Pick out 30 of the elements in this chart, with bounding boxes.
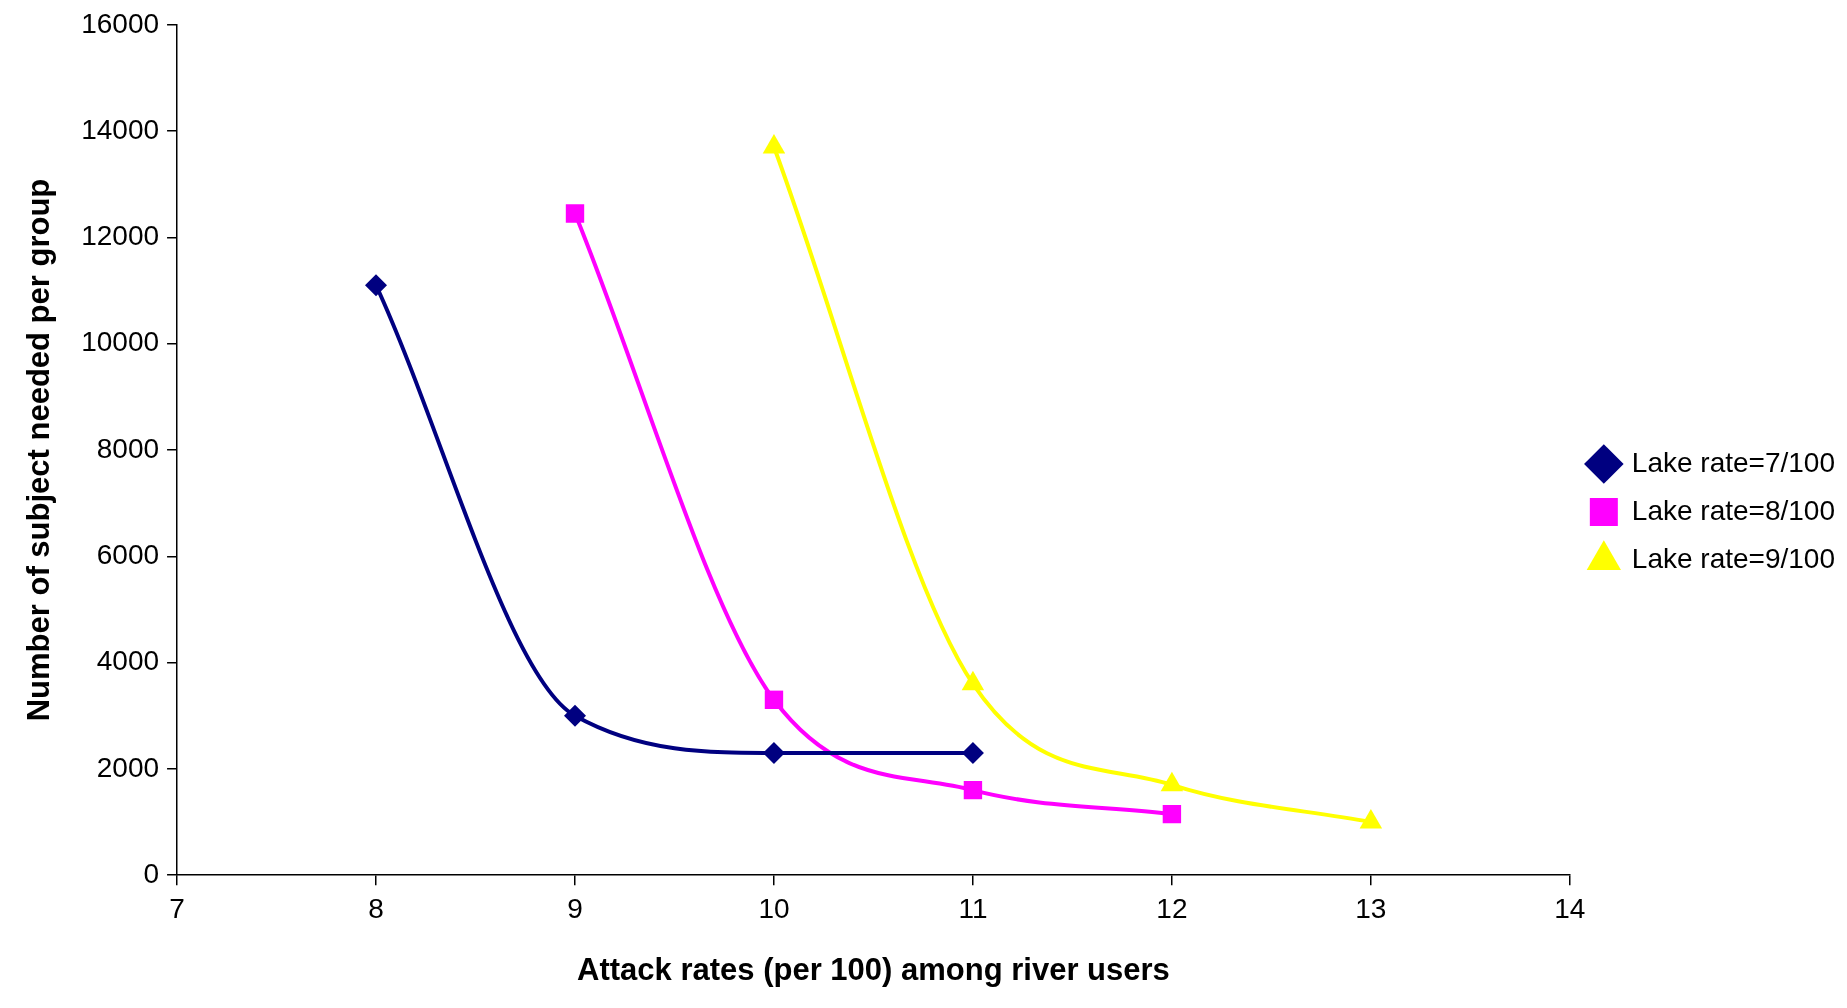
x-tick-label: 8	[368, 892, 384, 924]
x-tick-label: 7	[169, 892, 185, 924]
y-axis-title: Number of subject needed per group	[21, 178, 57, 722]
y-tick-label: 4000	[96, 645, 160, 677]
legend-label: Lake rate=9/100	[1631, 542, 1836, 574]
x-tick-label: 14	[1554, 892, 1586, 924]
point	[963, 780, 983, 800]
point	[764, 690, 784, 709]
y-tick-label: 10000	[81, 326, 160, 358]
y-tick-label: 16000	[81, 7, 160, 39]
y-tick-label: 12000	[81, 220, 160, 252]
legend-label: Lake rate=8/100	[1631, 494, 1836, 526]
point	[762, 741, 785, 764]
point	[961, 741, 984, 764]
y-tick-label: 8000	[96, 432, 160, 464]
x-tick-label: 11	[958, 892, 988, 924]
x-tick-label: 13	[1355, 892, 1387, 924]
point	[1162, 804, 1182, 824]
x-tick-label: 10	[758, 892, 790, 924]
x-axis-title: Attack rates (per 100) among river users	[577, 951, 1170, 987]
point	[565, 204, 585, 223]
x-tick-label: 12	[1156, 892, 1188, 924]
y-tick-label: 6000	[96, 539, 160, 571]
legend-label: Lake rate=7/100	[1631, 446, 1836, 478]
x-tick-label: 9	[567, 892, 583, 924]
point	[365, 274, 388, 297]
point	[564, 704, 586, 727]
y-tick-label: 0	[143, 857, 160, 889]
y-tick-label: 14000	[81, 113, 160, 145]
y-tick-label: 2000	[96, 751, 160, 783]
